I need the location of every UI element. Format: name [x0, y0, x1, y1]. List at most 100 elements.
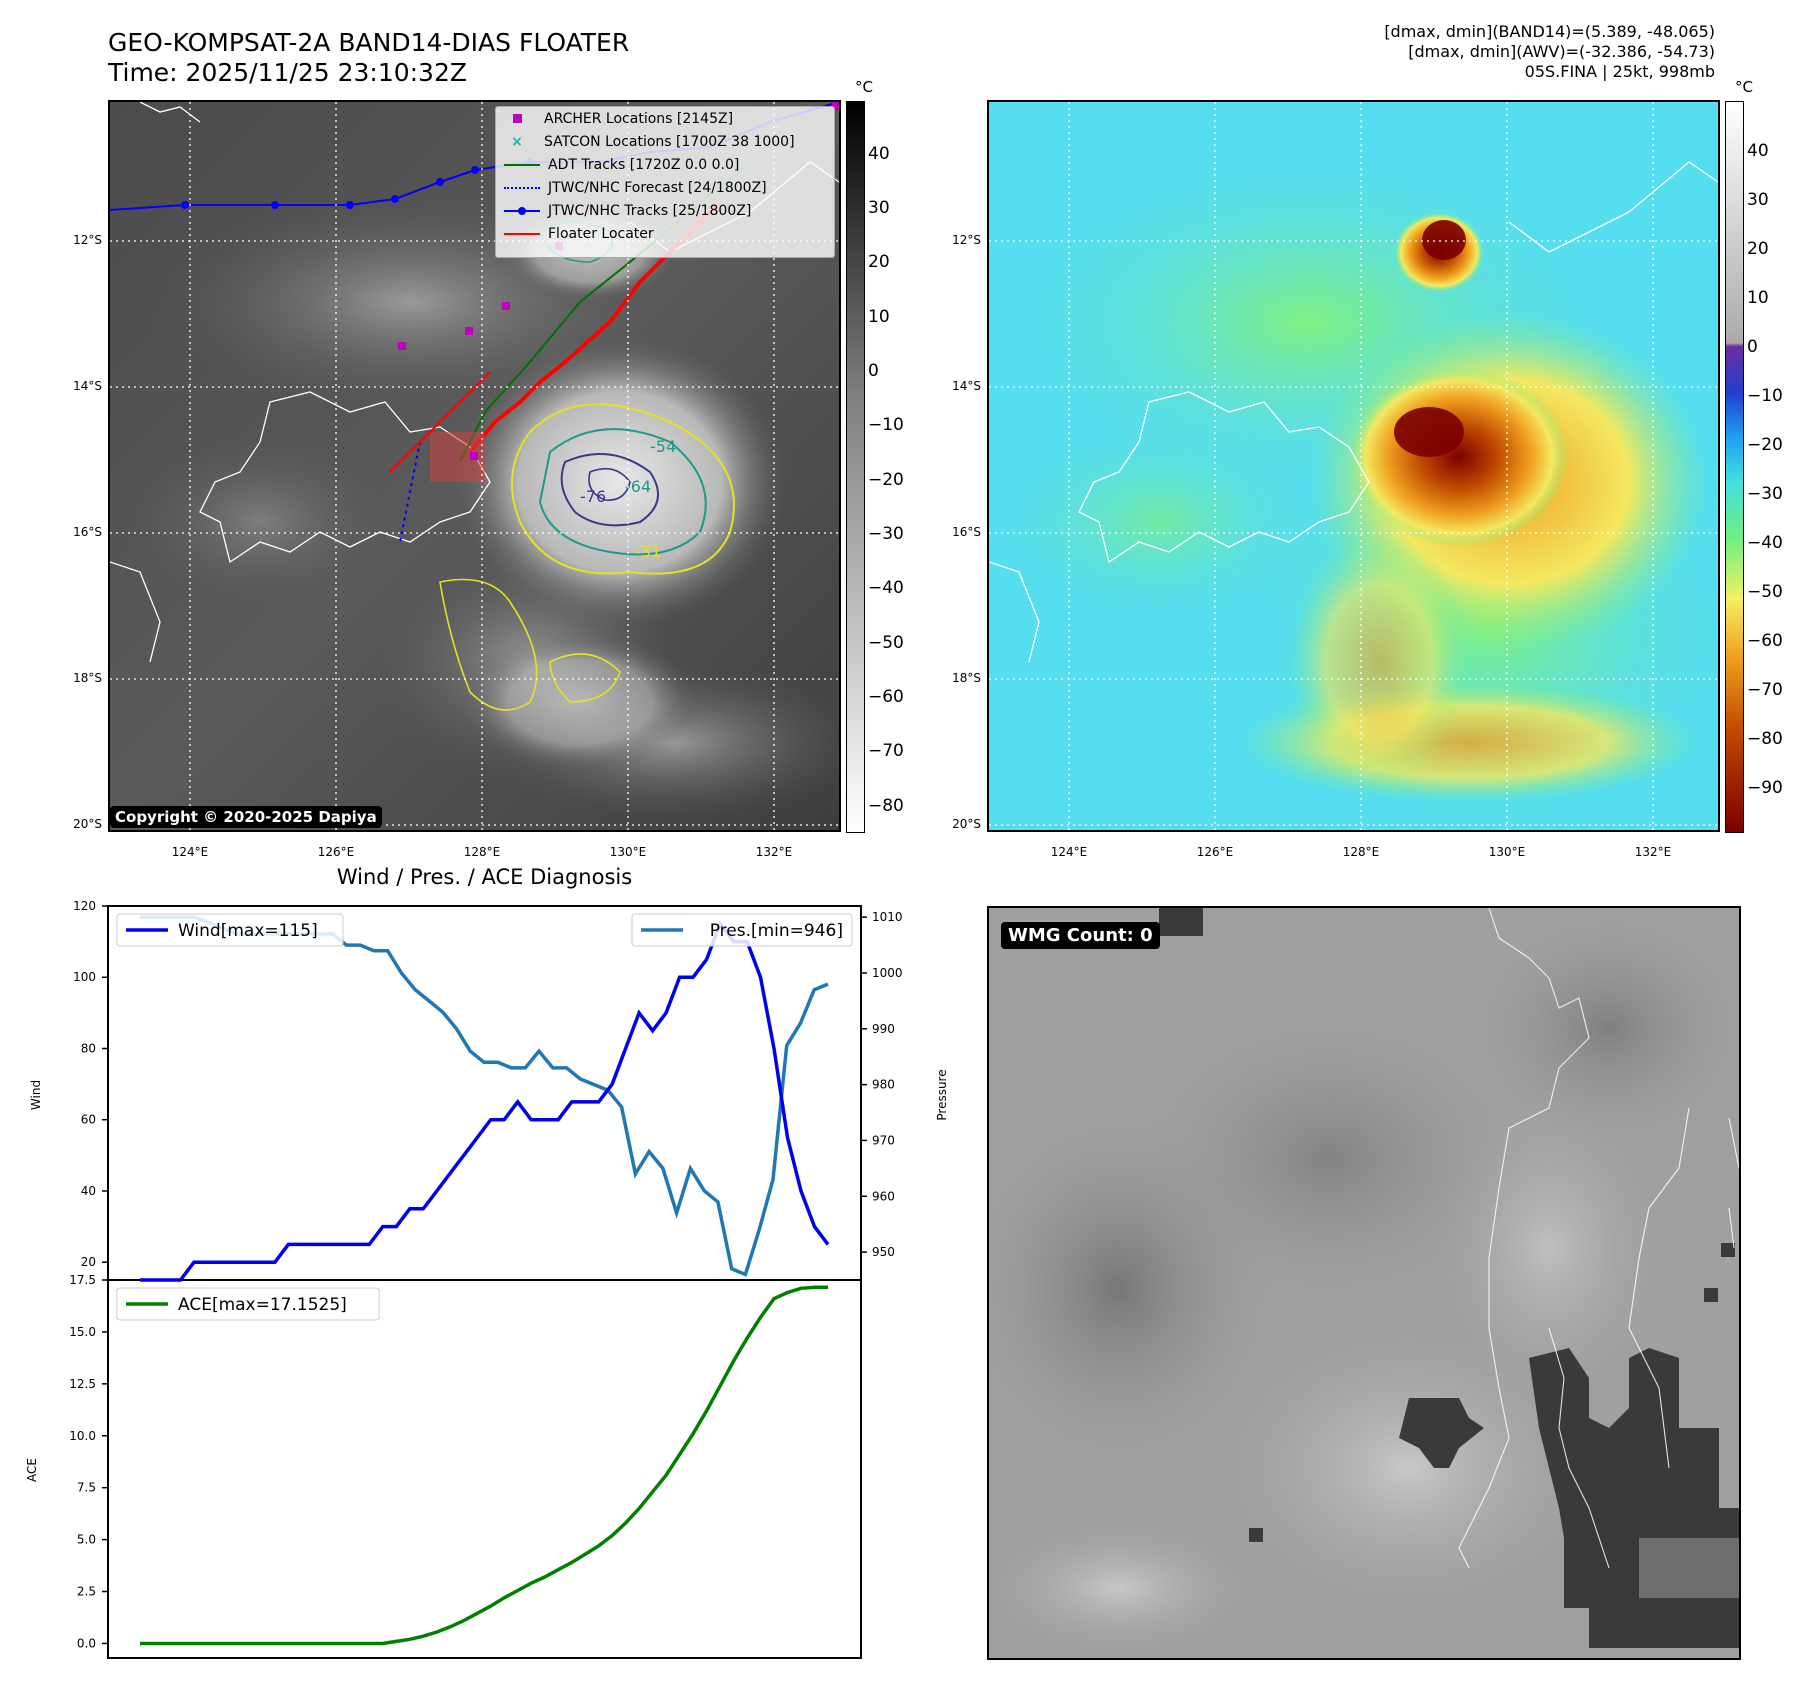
- ir-lat-14s: 14°S: [73, 379, 102, 393]
- ace-axes-frame: [107, 1279, 862, 1659]
- floater-line-icon: [504, 233, 540, 235]
- ace-tick-label-5-0: 5.0: [77, 1533, 96, 1547]
- enh-cb-tick-m60: −60: [1747, 631, 1783, 651]
- ir-lat-20s: 20°S: [73, 817, 102, 831]
- info-awv: [dmax, dmin](AWV)=(-32.386, -54.73): [1408, 42, 1715, 61]
- enh-lon-126e: 126°E: [1196, 845, 1234, 859]
- ir-cb-tick-20: 20: [868, 252, 890, 272]
- ir-cb-tick-30: 30: [868, 198, 890, 218]
- ir-colorbar: [846, 101, 865, 833]
- ir-lat-16s: 16°S: [73, 525, 102, 539]
- track-dot-line-icon: [504, 207, 540, 215]
- enh-cb-tick-30: 30: [1747, 190, 1769, 210]
- legend-satcon: × SATCON Locations [1700Z 38 1000]: [504, 134, 794, 150]
- wmg-panel: WMG Count: 0: [987, 906, 1741, 1660]
- ace-tick-label-2-5: 2.5: [77, 1585, 96, 1599]
- wind-pres-axes-frame: [107, 905, 862, 1281]
- enh-lon-124e: 124°E: [1050, 845, 1088, 859]
- enh-cb-tick-m30: −30: [1747, 484, 1783, 504]
- pressure-tick-label-1010: 1010: [872, 910, 903, 924]
- ace-legend: ACE[max=17.1525]: [116, 1287, 380, 1321]
- ace-series-line: [140, 1285, 828, 1646]
- ir-cb-tick-m20: −20: [868, 470, 904, 490]
- enh-lat-18s: 18°S: [952, 671, 981, 685]
- ir-cb-tick-m70: −70: [868, 741, 904, 761]
- enh-cb-tick-m40: −40: [1747, 533, 1783, 553]
- enh-lon-128e: 128°E: [1342, 845, 1380, 859]
- enh-cb-tick-0: 0: [1747, 337, 1758, 357]
- ir-cb-tick-0: 0: [868, 361, 879, 381]
- dmax-info: [dmax, dmin](BAND14)=(5.389, -48.065) [d…: [1384, 22, 1715, 82]
- pressure-tick-label-990: 990: [872, 1022, 895, 1036]
- enh-cb-tick-40: 40: [1747, 141, 1769, 161]
- ir-map-legend: ARCHER Locations [2145Z] × SATCON Locatio…: [495, 106, 835, 258]
- title-line-2: Time: 2025/11/25 23:10:32Z: [108, 58, 467, 87]
- enh-colorbar-ticks: 40 30 20 10 0 −10 −20 −30 −40 −50 −60 −7…: [1747, 101, 1797, 831]
- ir-colorbar-unit: °C: [855, 78, 873, 96]
- ace-tick-label-17-5: 17.5: [69, 1273, 96, 1287]
- wmg-image: [989, 908, 1739, 1658]
- ir-cb-tick-m50: −50: [868, 633, 904, 653]
- wind-tick-label-100: 100: [73, 970, 96, 984]
- ir-lat-12s: 12°S: [73, 233, 102, 247]
- ir-map-panel: -76 -54 -64 -31: [108, 100, 841, 832]
- pressure-tick-label-980: 980: [872, 1078, 895, 1092]
- enhanced-map-image: [989, 102, 1718, 830]
- legend-tracks: JTWC/NHC Tracks [25/1800Z]: [504, 203, 751, 219]
- diagnosis-chart: 20 40 60 80 100 120 950 960 970 980 990 1000 1010 0…: [25, 899, 949, 1659]
- contour-label-31: -31: [635, 542, 661, 561]
- pressure-tick-label-950: 950: [872, 1245, 895, 1259]
- enh-cb-tick-m50: −50: [1747, 582, 1783, 602]
- enhanced-map-panel: [987, 100, 1720, 832]
- legend-floater: Floater Locater: [504, 226, 654, 242]
- copyright-badge: Copyright © 2020-2025 Dapiya: [110, 806, 382, 828]
- ace-legend-label: ACE[max=17.1525]: [178, 1295, 347, 1315]
- adt-line-icon: [504, 164, 540, 166]
- ir-lon-128e: 128°E: [463, 845, 501, 859]
- pressure-axis-label: Pressure: [935, 1069, 949, 1120]
- legend-archer: ARCHER Locations [2145Z]: [504, 111, 733, 127]
- ir-cb-tick-m80: −80: [868, 796, 904, 816]
- satcon-x-icon: ×: [511, 134, 523, 150]
- ace-tick-label-10-0: 10.0: [69, 1429, 96, 1443]
- enh-cb-tick-m70: −70: [1747, 680, 1783, 700]
- diagnosis-title: Wind / Pres. / ACE Diagnosis: [336, 865, 633, 889]
- wind-tick-label-20: 20: [81, 1255, 96, 1269]
- ir-lon-130e: 130°E: [609, 845, 647, 859]
- enh-cb-tick-m90: −90: [1747, 778, 1783, 798]
- enh-colorbar: [1725, 101, 1744, 833]
- enh-lon-130e: 130°E: [1488, 845, 1526, 859]
- ace-tick-label-7-5: 7.5: [77, 1481, 96, 1495]
- title-line-1: GEO-KOMPSAT-2A BAND14-DIAS FLOATER: [108, 28, 630, 57]
- wind-tick-label-120: 120: [73, 899, 96, 913]
- enh-lat-20s: 20°S: [952, 817, 981, 831]
- contour-label-54: -54: [650, 437, 676, 456]
- pressure-tick-label-1000: 1000: [872, 966, 903, 980]
- forecast-dotted-line-icon: [504, 187, 540, 189]
- wind-axis-ticks: 20 40 60 80 100 120: [73, 899, 108, 1269]
- wind-legend-label: Wind[max=115]: [178, 921, 318, 941]
- enh-lat-14s: 14°S: [952, 379, 981, 393]
- pressure-legend-label: Pres.[min=946]: [710, 921, 843, 941]
- enh-cb-tick-m10: −10: [1747, 386, 1783, 406]
- contour-label-76: -76: [580, 487, 606, 506]
- ir-cb-tick-m40: −40: [868, 578, 904, 598]
- pressure-legend: Pres.[min=946]: [631, 913, 853, 947]
- pressure-tick-label-970: 970: [872, 1133, 895, 1147]
- wmg-count-badge: WMG Count: 0: [1001, 922, 1160, 949]
- wind-tick-label-40: 40: [81, 1184, 96, 1198]
- figure-title: GEO-KOMPSAT-2A BAND14-DIAS FLOATER Time:…: [108, 28, 629, 88]
- ir-cb-tick-m30: −30: [868, 524, 904, 544]
- ir-lon-124e: 124°E: [171, 845, 209, 859]
- ace-tick-label-12-5: 12.5: [69, 1377, 96, 1391]
- ir-lon-126e: 126°E: [317, 845, 355, 859]
- legend-adt: ADT Tracks [1720Z 0.0 0.0]: [504, 157, 739, 173]
- ir-colorbar-ticks: 40 30 20 10 0 −10 −20 −30 −40 −50 −60 −7…: [868, 101, 918, 831]
- archer-square-icon: [513, 114, 522, 123]
- enh-lat-16s: 16°S: [952, 525, 981, 539]
- ir-cb-tick-40: 40: [868, 144, 890, 164]
- enh-cb-tick-10: 10: [1747, 288, 1769, 308]
- enh-cb-tick-m80: −80: [1747, 729, 1783, 749]
- ace-axis-ticks: 0.0 2.5 5.0 7.5 10.0 12.5 15.0 17.5: [69, 1273, 108, 1650]
- enh-lat-12s: 12°S: [952, 233, 981, 247]
